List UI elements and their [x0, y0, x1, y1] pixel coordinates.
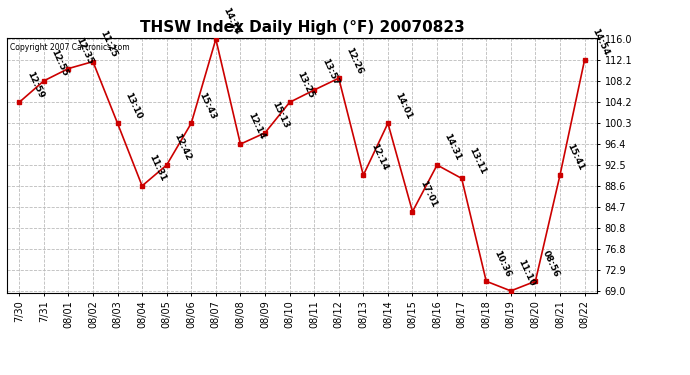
Text: 15:41: 15:41 [566, 142, 586, 172]
Text: 08:56: 08:56 [541, 249, 561, 279]
Text: 12:42: 12:42 [172, 132, 193, 162]
Text: 13:10: 13:10 [123, 91, 144, 120]
Text: Copyright 2007 Cartronics.com: Copyright 2007 Cartronics.com [10, 43, 130, 52]
Text: 17:01: 17:01 [418, 179, 438, 209]
Text: 15:13: 15:13 [270, 100, 290, 130]
Text: 12:14: 12:14 [369, 142, 389, 172]
Text: 14:31: 14:31 [442, 132, 463, 162]
Text: 13:11: 13:11 [467, 146, 487, 176]
Text: 11:25: 11:25 [99, 29, 119, 59]
Text: 12:59: 12:59 [25, 70, 45, 99]
Text: 13:25: 13:25 [295, 70, 315, 99]
Text: 12:14: 12:14 [246, 111, 266, 141]
Text: 14:54: 14:54 [590, 27, 611, 57]
Text: 11:10: 11:10 [516, 258, 537, 288]
Text: 10:36: 10:36 [492, 249, 512, 279]
Text: 12:55: 12:55 [49, 48, 70, 78]
Text: 11:31: 11:31 [148, 153, 168, 183]
Text: 14:14: 14:14 [221, 6, 242, 36]
Text: 13:57: 13:57 [319, 57, 340, 87]
Text: 15:43: 15:43 [197, 91, 217, 120]
Text: 14:01: 14:01 [393, 91, 414, 120]
Title: THSW Index Daily High (°F) 20070823: THSW Index Daily High (°F) 20070823 [139, 20, 464, 35]
Text: 12:26: 12:26 [344, 46, 364, 75]
Text: 12:35: 12:35 [74, 36, 94, 66]
